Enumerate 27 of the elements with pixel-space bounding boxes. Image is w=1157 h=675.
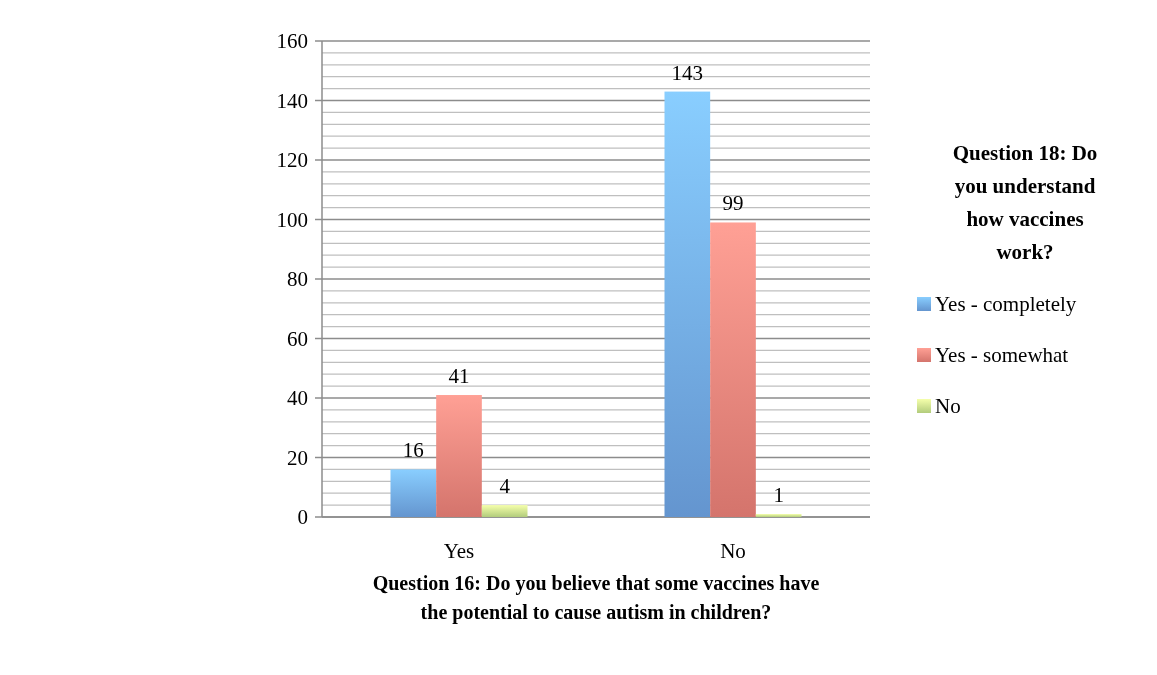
y-tick-label: 140: [276, 88, 308, 113]
bar: [436, 395, 482, 517]
x-axis-title: Question 16: Do you believe that some vaccines have the potential to cause autism in children?: [372, 572, 820, 624]
y-tick-label: 80: [287, 267, 308, 292]
legend-label: Yes - somewhat: [935, 343, 1069, 368]
bar: [755, 514, 802, 517]
bar: [390, 469, 437, 517]
y-tick-label: 20: [287, 445, 308, 470]
bar: [710, 222, 756, 517]
data-label: 4: [499, 474, 511, 499]
data-label: 1: [773, 483, 784, 508]
x-tick-label: Yes: [443, 539, 475, 563]
legend-title: Question 18: Do you understand how vaccines work?: [952, 141, 1098, 264]
data-label: 99: [722, 191, 744, 216]
y-tick-label: 160: [276, 29, 308, 54]
bar: [481, 505, 528, 517]
legend-label: No: [935, 394, 961, 419]
bar: [664, 91, 711, 517]
y-tick-label: 100: [276, 207, 308, 232]
y-tick-label: 0: [297, 505, 308, 530]
y-tick-label: 60: [287, 326, 308, 351]
y-tick-label: 120: [276, 148, 308, 173]
data-label: 143: [671, 60, 704, 85]
legend-label: Yes - completely: [935, 292, 1077, 317]
data-label: 41: [448, 364, 470, 389]
y-tick-label: 40: [287, 386, 308, 411]
data-label: 16: [402, 438, 424, 463]
